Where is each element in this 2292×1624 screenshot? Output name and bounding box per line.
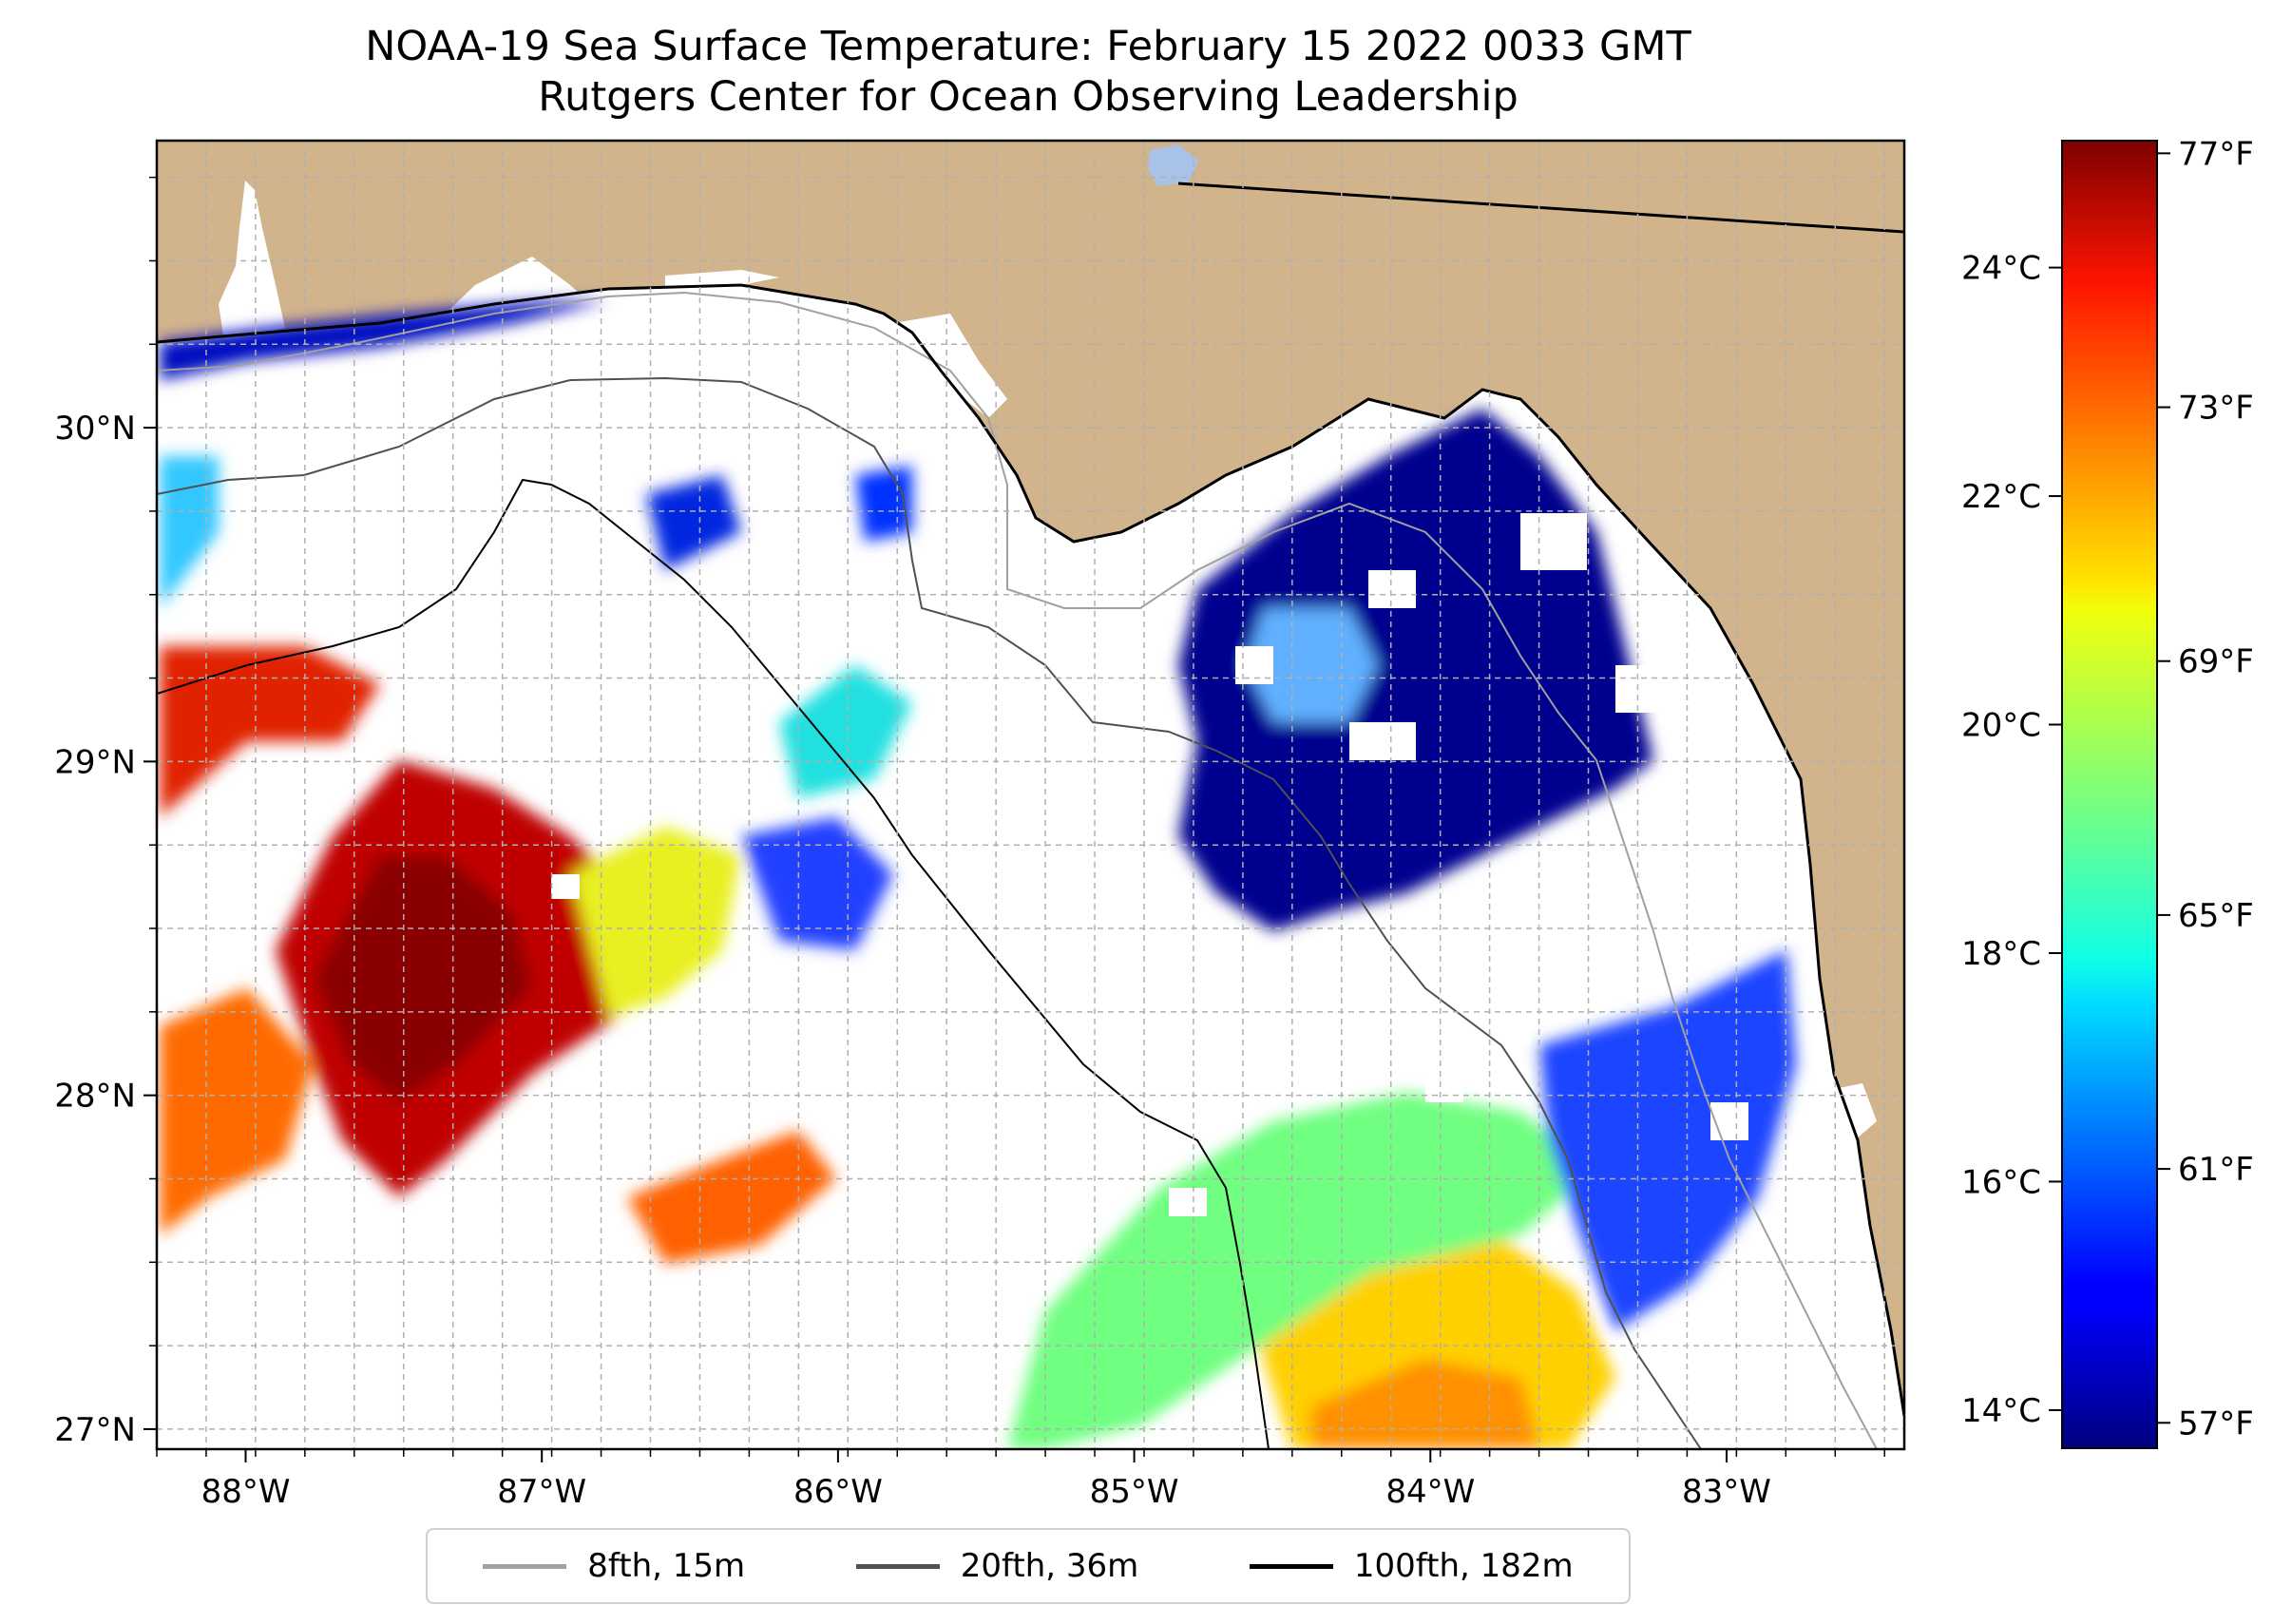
isobath-8fth <box>157 291 1878 1449</box>
colorbar-celsius-label: 16°C <box>1961 1163 2041 1201</box>
y-tick-label: 27°N <box>54 1411 136 1449</box>
sst-light-blue-patch <box>1245 608 1378 722</box>
sst-blue-east <box>1539 950 1796 1330</box>
colorbar-celsius-label: 20°C <box>1961 707 2041 745</box>
colorbar-fahrenheit-label: 61°F <box>2178 1151 2254 1189</box>
sst-orange-south <box>627 1131 836 1264</box>
isobath-100fth <box>157 478 1270 1449</box>
map-frame <box>155 139 1906 1451</box>
colorbar-fahrenheit-axis: 57°F 61°F 65°F 69°F 73°F 77°F <box>2157 135 2254 1442</box>
colorbar-celsius-label: 24°C <box>1961 250 2041 288</box>
colorbar: 14°C 16°C 18°C 20°C 22°C 24°C 57°F 61°F 65°F 69°… <box>1961 135 2254 1449</box>
x-tick-label: 84°W <box>1385 1473 1475 1511</box>
choctawhatchee-bay <box>665 270 779 290</box>
sst-warm-core-dark <box>314 855 532 1102</box>
sst-cyan-mid <box>779 665 912 798</box>
sst-yellow-mid <box>570 827 741 1017</box>
legend-item-20fth: 20fth, 36m <box>855 1547 1139 1585</box>
sst-green-south <box>1007 1093 1596 1449</box>
y-tick-label: 30°N <box>54 410 136 448</box>
y-axis: 27°N 28°N 29°N 30°N <box>54 176 157 1449</box>
y-tick-label: 29°N <box>54 743 136 781</box>
x-tick-label: 83°W <box>1682 1473 1771 1511</box>
sst-blue-coastal <box>160 300 608 380</box>
sst-cyan-west <box>160 456 219 608</box>
land-mass <box>157 141 1904 1416</box>
colorbar-celsius-axis: 14°C 16°C 18°C 20°C 22°C 24°C <box>1961 250 2062 1430</box>
st-andrews-bay <box>893 314 1007 418</box>
legend-swatch-8fth <box>483 1563 567 1569</box>
colorbar-celsius-label: 22°C <box>1961 478 2041 516</box>
isobath-legend: 8fth, 15m 20fth, 36m 100fth, 182m <box>426 1528 1631 1604</box>
legend-swatch-20fth <box>855 1563 940 1569</box>
colorbar-fahrenheit-label: 77°F <box>2178 135 2254 173</box>
isobath-20fth <box>157 376 1702 1449</box>
legend-item-100fth: 100fth, 182m <box>1249 1547 1574 1585</box>
sst-warm-west <box>160 646 380 817</box>
gridlines <box>156 141 1904 1449</box>
map-panel <box>155 139 1906 1451</box>
lake <box>1148 144 1199 186</box>
sst-blue-patches <box>646 475 741 570</box>
x-tick-label: 85°W <box>1090 1473 1179 1511</box>
x-tick-label: 86°W <box>793 1473 883 1511</box>
x-axis: 88°W 87°W 86°W 85°W 84°W 83°W <box>156 1449 1885 1511</box>
x-tick-label: 88°W <box>201 1473 291 1511</box>
colorbar-fahrenheit-label: 73°F <box>2178 390 2254 428</box>
legend-swatch-100fth <box>1249 1563 1333 1569</box>
x-tick-label: 87°W <box>497 1473 586 1511</box>
sst-blue-channel <box>741 817 893 950</box>
sst-orange-bottom <box>1311 1359 1539 1449</box>
map-title: NOAA-19 Sea Surface Temperature: Februar… <box>365 23 1691 70</box>
legend-item-8fth: 8fth, 15m <box>483 1547 745 1585</box>
map-subtitle: Rutgers Center for Ocean Observing Leade… <box>538 73 1518 121</box>
y-tick-label: 28°N <box>54 1078 136 1116</box>
state-border <box>1177 182 1904 234</box>
colorbar-fahrenheit-label: 69°F <box>2178 643 2254 681</box>
colorbar-fahrenheit-label: 57°F <box>2178 1404 2254 1442</box>
colorbar-celsius-label: 14°C <box>1961 1392 2041 1430</box>
colorbar-gradient <box>2062 141 2157 1448</box>
colorbar-frame <box>2061 140 2158 1449</box>
legend-label-100fth: 100fth, 182m <box>1353 1547 1574 1585</box>
legend-label-20fth: 20fth, 36m <box>960 1547 1139 1585</box>
legend-label-8fth: 8fth, 15m <box>587 1547 746 1585</box>
cedar-key-inlet <box>1815 1083 1877 1150</box>
colorbar-celsius-label: 18°C <box>1961 935 2041 973</box>
colorbar-fahrenheit-label: 65°F <box>2178 897 2254 935</box>
sst-warm-sw <box>160 988 314 1235</box>
